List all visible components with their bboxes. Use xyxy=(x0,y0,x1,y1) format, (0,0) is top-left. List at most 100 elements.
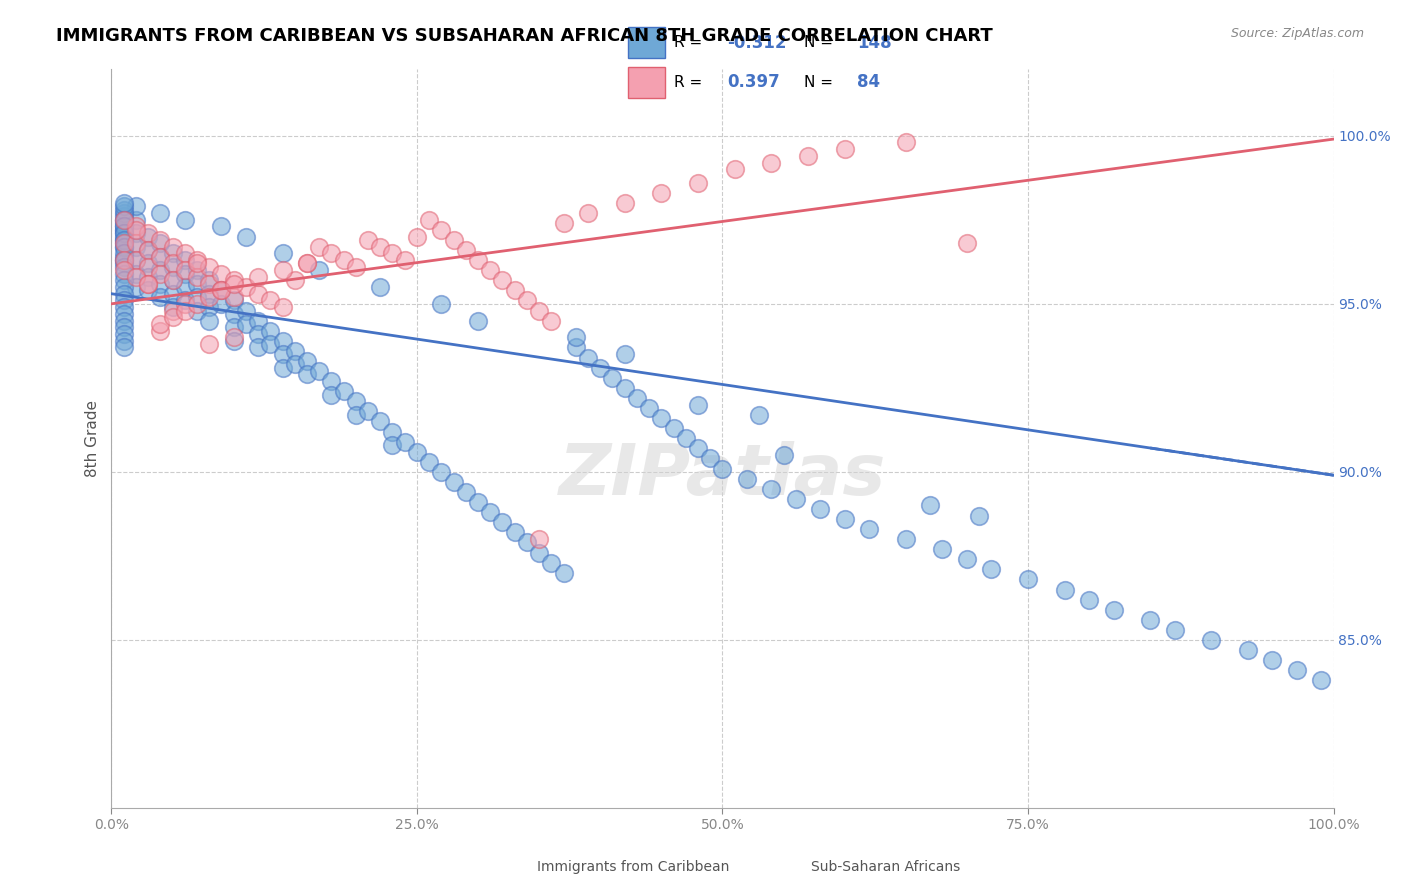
Point xyxy=(136,226,159,240)
Point xyxy=(162,240,184,254)
Point xyxy=(467,495,489,509)
Point xyxy=(980,562,1002,576)
Point xyxy=(235,303,257,318)
Point xyxy=(149,317,172,331)
Point xyxy=(247,286,270,301)
Point xyxy=(112,212,135,227)
Point xyxy=(761,155,783,169)
Point xyxy=(222,273,245,287)
Point xyxy=(748,408,770,422)
Point xyxy=(808,501,831,516)
Point xyxy=(112,313,135,327)
Point xyxy=(834,142,856,156)
Point xyxy=(149,290,172,304)
Point xyxy=(125,269,148,284)
Point xyxy=(527,545,550,559)
Point xyxy=(602,370,624,384)
Point xyxy=(772,448,794,462)
Point xyxy=(112,327,135,342)
Point xyxy=(112,223,135,237)
Point xyxy=(662,421,685,435)
Point xyxy=(613,381,636,395)
Point xyxy=(112,253,135,268)
Point xyxy=(112,223,135,237)
Point xyxy=(761,482,783,496)
Point xyxy=(112,236,135,251)
Point xyxy=(956,552,979,566)
Point xyxy=(650,411,672,425)
Point xyxy=(173,253,195,268)
Point xyxy=(516,535,538,549)
Point xyxy=(112,260,135,274)
Point xyxy=(368,414,391,428)
Point xyxy=(125,280,148,294)
Point xyxy=(149,267,172,281)
Point xyxy=(186,253,208,268)
Point xyxy=(284,343,307,358)
Point xyxy=(381,246,404,260)
Point xyxy=(454,243,477,257)
Point xyxy=(271,347,294,361)
Point xyxy=(136,277,159,291)
FancyBboxPatch shape xyxy=(628,27,665,58)
Point xyxy=(112,233,135,247)
Point xyxy=(125,267,148,281)
Point xyxy=(112,246,135,260)
Point xyxy=(198,286,221,301)
Point xyxy=(162,273,184,287)
Point xyxy=(516,293,538,308)
Point xyxy=(112,307,135,321)
Point xyxy=(198,290,221,304)
Point xyxy=(247,327,270,342)
Point xyxy=(271,334,294,348)
Point xyxy=(686,442,709,456)
Point xyxy=(149,206,172,220)
Text: IMMIGRANTS FROM CARIBBEAN VS SUBSAHARAN AFRICAN 8TH GRADE CORRELATION CHART: IMMIGRANTS FROM CARIBBEAN VS SUBSAHARAN … xyxy=(56,27,993,45)
Point xyxy=(1261,653,1284,667)
Point xyxy=(125,212,148,227)
Point xyxy=(247,269,270,284)
Point xyxy=(112,210,135,224)
Point xyxy=(1139,613,1161,627)
Point xyxy=(1017,573,1039,587)
Point xyxy=(112,196,135,211)
Point xyxy=(931,542,953,557)
Point xyxy=(308,240,330,254)
Point xyxy=(785,491,807,506)
Point xyxy=(198,300,221,314)
Point xyxy=(271,360,294,375)
Point xyxy=(112,300,135,314)
Point xyxy=(1078,592,1101,607)
Point xyxy=(198,313,221,327)
Point xyxy=(1102,602,1125,616)
Point xyxy=(271,300,294,314)
Point xyxy=(112,226,135,240)
Point xyxy=(136,243,159,257)
Text: Sub-Saharan Africans: Sub-Saharan Africans xyxy=(811,860,960,874)
Point xyxy=(149,324,172,338)
Point xyxy=(553,566,575,580)
Point xyxy=(284,357,307,371)
Point xyxy=(295,256,318,270)
Point xyxy=(136,229,159,244)
Point xyxy=(125,199,148,213)
Point xyxy=(724,162,747,177)
Point xyxy=(967,508,990,523)
Y-axis label: 8th Grade: 8th Grade xyxy=(86,400,100,476)
Point xyxy=(222,330,245,344)
Point xyxy=(162,286,184,301)
Point xyxy=(686,176,709,190)
Point xyxy=(406,229,429,244)
Point xyxy=(125,236,148,251)
Point xyxy=(699,451,721,466)
Text: N =: N = xyxy=(804,36,838,50)
Point xyxy=(332,384,354,399)
Point xyxy=(711,461,734,475)
Point xyxy=(112,320,135,334)
Point xyxy=(136,256,159,270)
Point xyxy=(565,330,588,344)
Point xyxy=(222,334,245,348)
Point xyxy=(173,246,195,260)
Point xyxy=(136,284,159,298)
Text: 148: 148 xyxy=(856,34,891,52)
